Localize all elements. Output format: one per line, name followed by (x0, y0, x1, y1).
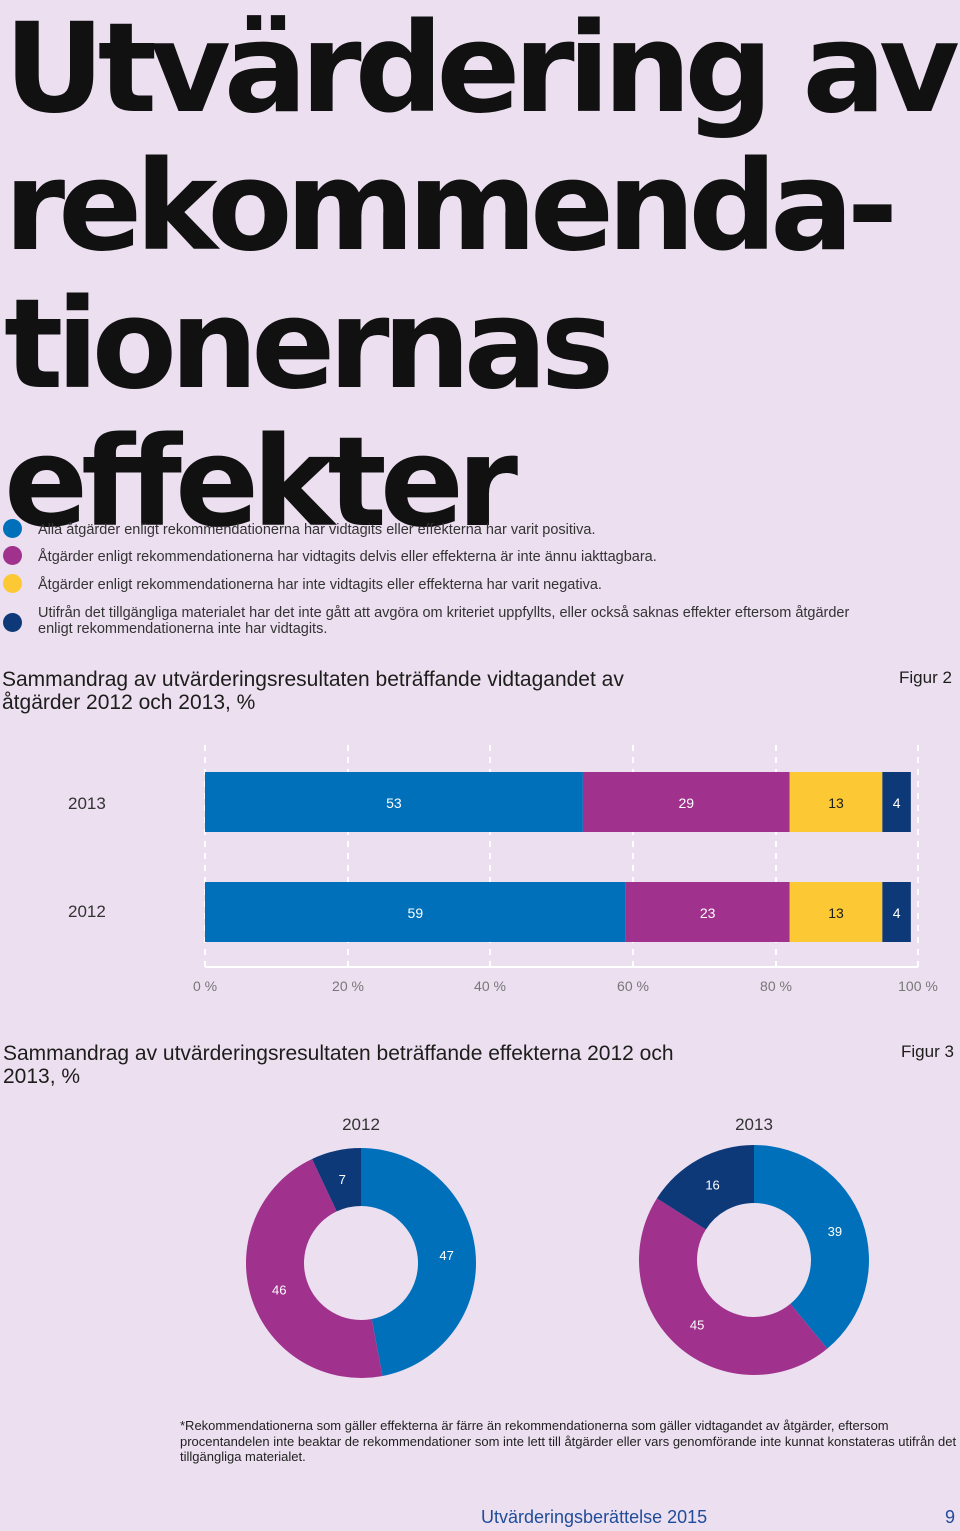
slice-label: 7 (339, 1172, 346, 1187)
legend-text: Alla åtgärder enligt rekommendationerna … (38, 522, 596, 538)
bar-segment (789, 772, 883, 832)
bar-segment (789, 882, 883, 942)
data-label: 4 (893, 795, 901, 811)
data-label: 4 (893, 905, 901, 921)
legend-text: Utifrån det tillgängliga materialet har … (38, 605, 850, 637)
donut-slice (639, 1198, 828, 1375)
page-title: Utvärdering av rekommenda- tionernas eff… (4, 0, 960, 555)
donut-slice (754, 1145, 869, 1349)
slice-label: 45 (690, 1318, 704, 1333)
figure3-heading: Sammandrag av utvärderingsresultaten bet… (3, 1042, 674, 1088)
data-label: 13 (828, 905, 844, 921)
bar-segment (882, 772, 911, 832)
bar-segment (625, 882, 790, 942)
x-tick-label: 40 % (474, 978, 506, 994)
x-tick-label: 80 % (760, 978, 792, 994)
donut-title: 2012 (342, 1115, 380, 1134)
data-label: 53 (386, 795, 402, 811)
footer-title: Utvärderingsberättelse 2015 (481, 1507, 708, 1527)
footnote: *Rekommendationerna som gäller effektern… (180, 1418, 957, 1464)
slice-label: 47 (439, 1248, 453, 1263)
data-label: 29 (678, 795, 694, 811)
data-label: 13 (828, 795, 844, 811)
legend-dot-icon (3, 574, 22, 593)
bar-segment (205, 772, 583, 832)
bar-segment (582, 772, 790, 832)
title-line: Utvärdering av (4, 0, 960, 141)
slice-label: 16 (705, 1178, 719, 1193)
bar-segment (205, 882, 626, 942)
donut-slice (312, 1148, 361, 1212)
title-line: tionernas (4, 273, 614, 417)
legend-dot-icon (3, 546, 22, 565)
x-tick-label: 0 % (193, 978, 217, 994)
category-label: 2012 (68, 902, 106, 921)
donut-charts: 2012 47 46 7 2013 39 45 16 (245, 1115, 869, 1378)
title-line: effekter (4, 411, 518, 555)
slice-label: 46 (272, 1283, 286, 1298)
figure2-heading: Sammandrag av utvärderingsresultaten bet… (2, 668, 624, 714)
x-tick-label: 20 % (332, 978, 364, 994)
legend-text: Åtgärder enligt rekommendationerna har v… (38, 549, 657, 565)
title-line: rekommenda- (4, 135, 898, 279)
data-label: 59 (408, 905, 424, 921)
donut-slice (656, 1145, 754, 1230)
donut-slice (361, 1148, 476, 1376)
x-tick-label: 100 % (898, 978, 938, 994)
bar-segment (882, 882, 911, 942)
legend-dot-icon (3, 519, 22, 538)
category-label: 2013 (68, 794, 106, 813)
legend-text: Åtgärder enligt rekommendationerna har i… (38, 577, 602, 593)
x-tick-label: 60 % (617, 978, 649, 994)
page-number: 9 (945, 1507, 956, 1527)
legend-dot-icon (3, 613, 22, 632)
figure3-label: Figur 3 (901, 1042, 954, 1061)
slice-label: 39 (828, 1224, 842, 1239)
data-label: 23 (700, 905, 716, 921)
donut-title: 2013 (735, 1115, 773, 1134)
donut-slice (245, 1158, 383, 1378)
figure2-label: Figur 2 (899, 668, 952, 687)
